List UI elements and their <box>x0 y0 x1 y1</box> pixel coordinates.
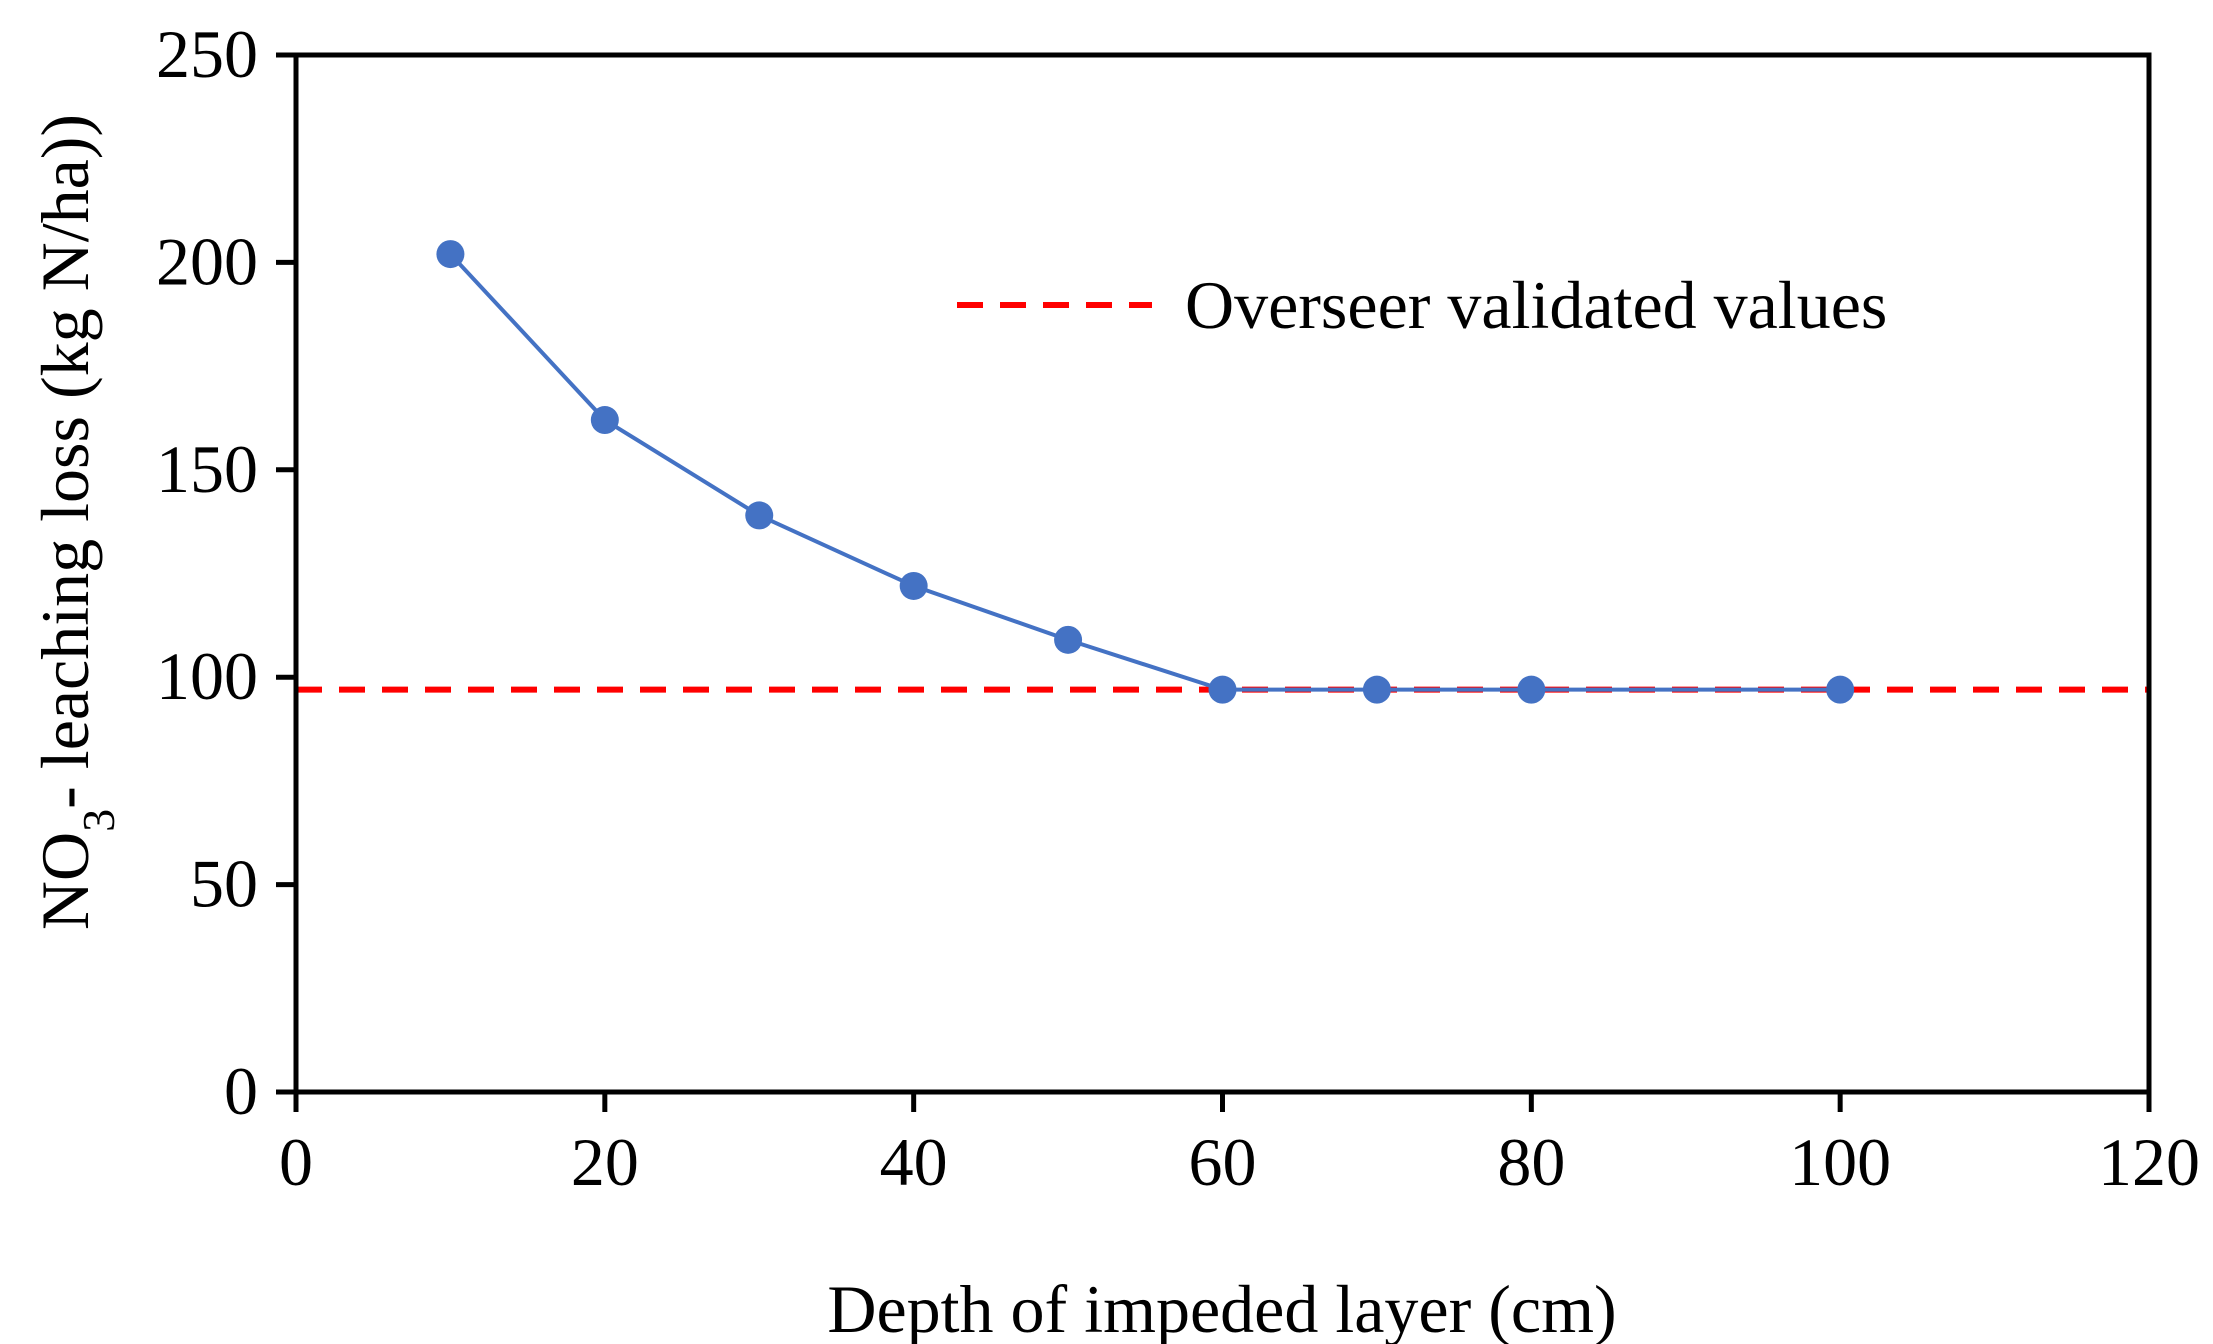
y-tick-label: 100 <box>156 638 258 714</box>
data-point <box>1054 625 1083 654</box>
x-axis-ticks: 0 20 40 60 80 100 120 <box>279 1092 2200 1200</box>
x-tick-label: 80 <box>1497 1124 1565 1200</box>
data-point <box>745 501 774 530</box>
legend-label: Overseer validated values <box>1185 267 1887 343</box>
y-axis-title-subscript: 3 <box>73 809 124 832</box>
x-axis-title: Depth of impeded layer (cm) <box>827 1271 1616 1344</box>
y-tick-label: 200 <box>156 223 258 299</box>
data-point <box>590 406 619 435</box>
data-point <box>1517 675 1546 704</box>
data-point <box>1208 675 1237 704</box>
x-tick-label: 40 <box>880 1124 948 1200</box>
y-tick-label: 250 <box>156 16 258 92</box>
x-tick-label: 20 <box>571 1124 639 1200</box>
data-point <box>436 240 465 269</box>
data-point <box>899 571 928 600</box>
series-group <box>436 240 1855 704</box>
x-tick-label: 100 <box>1789 1124 1891 1200</box>
data-point <box>1826 675 1855 704</box>
y-tick-label: 0 <box>224 1053 258 1129</box>
plot-area-frame <box>293 52 2152 1095</box>
x-tick-label: 0 <box>279 1124 313 1200</box>
y-tick-label: 50 <box>190 846 258 922</box>
y-axis-title: NO3- leaching loss (kg N/ha)) <box>27 114 124 930</box>
data-point <box>1362 675 1391 704</box>
x-tick-label: 120 <box>2098 1124 2200 1200</box>
y-axis-title-prefix: NO <box>27 832 103 930</box>
x-tick-label: 60 <box>1189 1124 1257 1200</box>
y-axis-title-suffix: - leaching loss (kg N/ha)) <box>27 114 103 809</box>
legend: Overseer validated values <box>957 267 1887 343</box>
y-axis-ticks: 0 50 100 150 200 250 <box>156 16 296 1129</box>
y-tick-label: 150 <box>156 431 258 507</box>
